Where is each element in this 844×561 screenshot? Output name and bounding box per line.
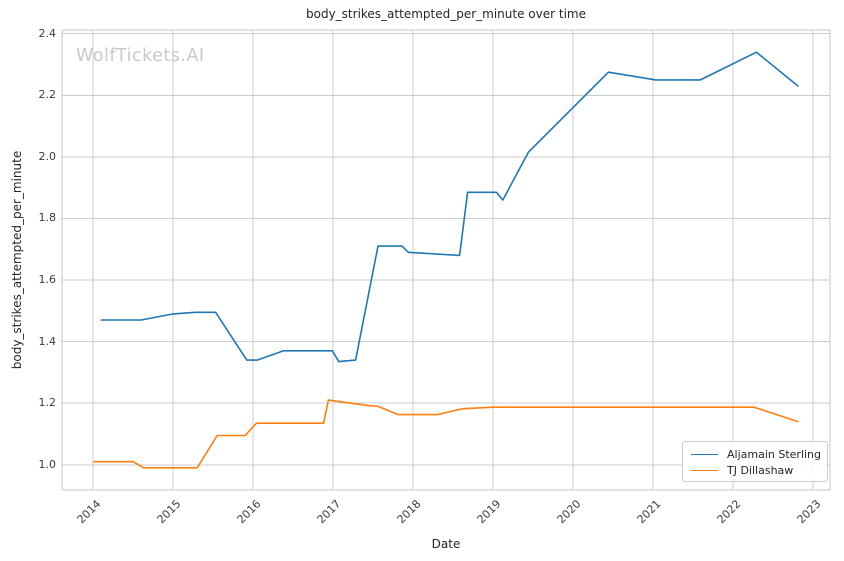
chart-title: body_strikes_attempted_per_minute over t… <box>306 7 586 21</box>
legend-line-swatch-blue <box>691 453 718 455</box>
y-tick-label: 1.2 <box>38 396 57 410</box>
y-tick-label: 2.4 <box>38 26 57 40</box>
legend: Aljamain Sterling TJ Dillashaw <box>682 441 828 482</box>
watermark: WolfTickets.AI <box>76 46 205 66</box>
y-tick-label: 1.0 <box>38 457 57 471</box>
legend-label: TJ Dillashaw <box>727 463 794 477</box>
y-tick-label: 2.0 <box>38 149 57 163</box>
y-tick-label: 1.6 <box>38 273 57 286</box>
x-axis-label: Date <box>431 537 461 551</box>
plot-border <box>61 29 831 491</box>
y-tick-label: 1.4 <box>38 334 57 348</box>
y-tick-label: 2.2 <box>38 88 57 102</box>
legend-line-swatch-orange <box>691 469 718 471</box>
legend-label: Aljamain Sterling <box>727 447 822 461</box>
y-tick-label: 1.8 <box>38 211 57 225</box>
legend-entry-tj-dillashaw: TJ Dillashaw <box>691 462 819 478</box>
series-line-aljamain-sterling <box>100 51 799 363</box>
series-line-tj-dillashaw <box>93 399 799 469</box>
legend-entry-aljamain-sterling: Aljamain Sterling <box>691 446 822 462</box>
